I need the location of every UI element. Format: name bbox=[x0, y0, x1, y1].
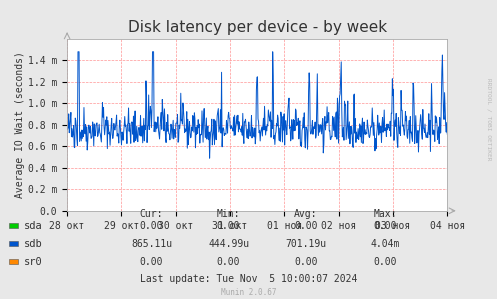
Text: 0.00: 0.00 bbox=[140, 221, 164, 231]
Text: 0.00: 0.00 bbox=[217, 257, 241, 267]
Y-axis label: Average IO Wait (seconds): Average IO Wait (seconds) bbox=[15, 51, 25, 198]
Text: RRDTOOL / TOBI OETIKER: RRDTOOL / TOBI OETIKER bbox=[487, 78, 492, 161]
Text: Avg:: Avg: bbox=[294, 209, 318, 219]
Text: 0.00: 0.00 bbox=[294, 221, 318, 231]
Text: Munin 2.0.67: Munin 2.0.67 bbox=[221, 288, 276, 297]
Text: 0.00: 0.00 bbox=[140, 257, 164, 267]
Text: 0.00: 0.00 bbox=[217, 221, 241, 231]
Text: sdb: sdb bbox=[24, 239, 43, 249]
Text: 444.99u: 444.99u bbox=[208, 239, 249, 249]
Text: Min:: Min: bbox=[217, 209, 241, 219]
Text: 4.04m: 4.04m bbox=[370, 239, 400, 249]
Text: 0.00: 0.00 bbox=[294, 257, 318, 267]
Title: Disk latency per device - by week: Disk latency per device - by week bbox=[128, 20, 387, 35]
Text: 701.19u: 701.19u bbox=[285, 239, 326, 249]
Text: 0.00: 0.00 bbox=[373, 257, 397, 267]
Text: sda: sda bbox=[24, 221, 43, 231]
Text: 865.11u: 865.11u bbox=[131, 239, 172, 249]
Text: 0.00: 0.00 bbox=[373, 221, 397, 231]
Text: sr0: sr0 bbox=[24, 257, 43, 267]
Text: Cur:: Cur: bbox=[140, 209, 164, 219]
Text: Max:: Max: bbox=[373, 209, 397, 219]
Text: Last update: Tue Nov  5 10:00:07 2024: Last update: Tue Nov 5 10:00:07 2024 bbox=[140, 274, 357, 284]
